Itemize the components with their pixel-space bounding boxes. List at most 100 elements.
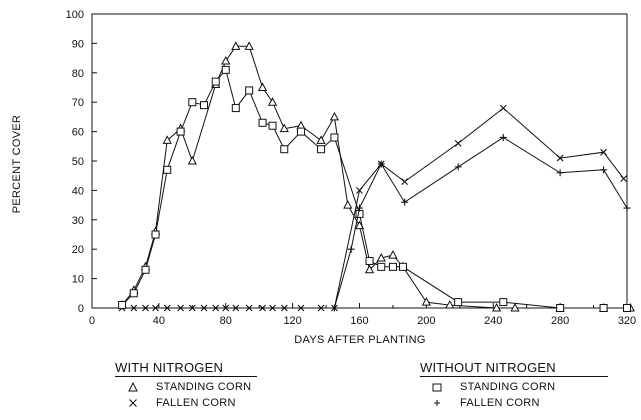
- data-point-x: [177, 304, 184, 312]
- data-point-x: [222, 304, 230, 312]
- x-tick-label: 240: [484, 315, 502, 327]
- data-point-square: [388, 262, 397, 271]
- data-point-plus: [600, 166, 608, 174]
- data-point-square: [599, 304, 608, 312]
- y-tick-label: 60: [72, 127, 84, 139]
- data-point-triangle: [343, 200, 353, 209]
- data-point-square: [211, 77, 220, 86]
- triangle-marker-icon: [126, 380, 140, 394]
- data-point-square: [330, 133, 339, 142]
- data-point-square: [151, 230, 160, 239]
- data-point-x: [620, 175, 628, 183]
- data-point-square: [365, 256, 374, 265]
- data-point-triangle: [221, 55, 231, 65]
- data-point-x: [297, 304, 305, 312]
- data-point-square: [188, 98, 197, 107]
- data-point-plus: [454, 163, 462, 171]
- data-point-square: [245, 86, 254, 95]
- x-tick-label: 120: [283, 315, 301, 327]
- data-point-square: [129, 289, 138, 298]
- data-point-triangle: [376, 252, 386, 262]
- legend-label: FALLEN CORN: [156, 397, 236, 409]
- data-point-plus: [623, 204, 631, 212]
- data-point-x: [280, 304, 288, 312]
- legend-entry: STANDING CORN: [115, 379, 257, 395]
- series-layer: [117, 41, 635, 312]
- data-point-square: [377, 262, 386, 271]
- data-point-x: [499, 104, 507, 112]
- data-point-square: [141, 265, 150, 274]
- data-point-square: [268, 121, 277, 130]
- series-line: [121, 45, 631, 309]
- data-point-triangle: [388, 250, 398, 259]
- data-point-x: [152, 304, 159, 312]
- data-point-square: [231, 104, 240, 113]
- data-point-plus: [356, 204, 363, 212]
- y-tick-label: 90: [72, 38, 84, 50]
- data-point-triangle: [279, 123, 289, 133]
- data-point-square: [317, 145, 326, 154]
- data-point-square: [200, 101, 209, 110]
- x-axis-title: DAYS AFTER PLANTING: [294, 334, 425, 346]
- data-point-x: [269, 304, 276, 312]
- legend-entry: FALLEN CORN: [420, 395, 608, 411]
- y-tick-label: 20: [72, 244, 84, 256]
- series-triangle: [117, 41, 635, 312]
- x-tick-label: 160: [350, 315, 368, 327]
- data-point-triangle: [445, 300, 455, 309]
- data-point-square: [163, 165, 172, 174]
- data-point-x: [600, 148, 607, 156]
- legend-entry: STANDING CORN: [420, 379, 608, 395]
- series-line: [333, 136, 628, 309]
- data-point-triangle: [187, 155, 197, 165]
- data-point-square: [258, 118, 267, 127]
- data-point-square: [499, 298, 508, 307]
- series-line: [122, 107, 625, 309]
- data-point-square: [221, 65, 230, 74]
- y-tick-label: 10: [72, 274, 84, 286]
- data-point-x: [356, 187, 363, 194]
- data-point-triangle: [491, 302, 502, 312]
- data-point-square: [296, 127, 305, 136]
- data-point-square: [454, 298, 463, 307]
- y-tick-label: 0: [78, 303, 84, 315]
- data-point-square: [623, 304, 631, 312]
- series-plus: [330, 133, 631, 312]
- data-point-triangle: [329, 111, 340, 121]
- data-point-x: [556, 154, 564, 162]
- data-point-x: [245, 304, 253, 312]
- series-square: [118, 65, 631, 312]
- y-tick-label: 80: [72, 68, 84, 80]
- data-point-x: [188, 304, 196, 312]
- x-tick-label: 40: [153, 315, 165, 327]
- data-point-square: [556, 304, 565, 312]
- data-point-x: [232, 304, 240, 312]
- axis-ticks: 0 40 80 120 160 200 240 280 320 0 10 20 30 40 50 60 70 80…: [66, 9, 637, 327]
- x-marker-icon: [126, 396, 140, 410]
- data-point-x: [163, 304, 171, 312]
- data-point-x: [317, 304, 325, 312]
- data-point-plus: [347, 245, 355, 253]
- data-point-x: [200, 304, 208, 312]
- data-point-square: [118, 301, 127, 310]
- legend-with-nitrogen: WITH NITROGEN STANDING CORN FALLEN CORN: [115, 360, 257, 411]
- y-tick-label: 100: [66, 9, 84, 21]
- data-point-square: [176, 127, 185, 136]
- data-point-triangle: [364, 264, 375, 274]
- data-point-triangle: [510, 302, 520, 312]
- y-axis-title: PERCENT COVER: [11, 115, 23, 213]
- y-tick-label: 50: [72, 156, 84, 168]
- x-tick-label: 80: [220, 315, 232, 327]
- square-marker-icon: [430, 380, 444, 394]
- x-tick-label: 200: [417, 315, 435, 327]
- x-tick-label: 320: [618, 315, 636, 327]
- y-tick-label: 30: [72, 215, 84, 227]
- data-point-x: [454, 139, 462, 147]
- data-point-plus: [330, 304, 338, 312]
- data-point-square: [398, 262, 407, 271]
- data-point-plus: [401, 198, 409, 206]
- data-point-triangle: [231, 41, 241, 50]
- data-point-x: [259, 304, 266, 312]
- data-point-triangle: [316, 135, 326, 144]
- data-point-triangle: [162, 135, 172, 144]
